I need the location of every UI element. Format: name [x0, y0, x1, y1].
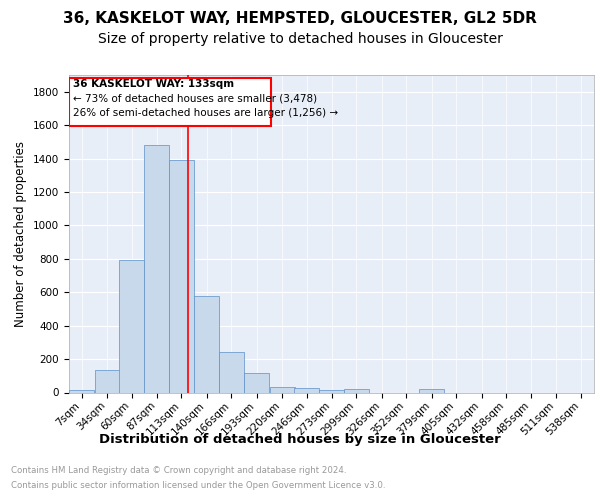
- Bar: [145, 145, 169, 392]
- Text: Contains HM Land Registry data © Crown copyright and database right 2024.: Contains HM Land Registry data © Crown c…: [11, 466, 346, 475]
- Bar: [319, 390, 344, 392]
- Bar: [69, 390, 94, 392]
- Text: ← 73% of detached houses are smaller (3,478): ← 73% of detached houses are smaller (3,…: [73, 93, 317, 103]
- Bar: [219, 352, 244, 393]
- Bar: [269, 386, 295, 392]
- Bar: [294, 388, 319, 392]
- Bar: [169, 160, 194, 392]
- Text: Contains public sector information licensed under the Open Government Licence v3: Contains public sector information licen…: [11, 481, 385, 490]
- Text: Size of property relative to detached houses in Gloucester: Size of property relative to detached ho…: [98, 32, 502, 46]
- FancyBboxPatch shape: [69, 78, 271, 126]
- Bar: [119, 260, 144, 392]
- Text: 26% of semi-detached houses are larger (1,256) →: 26% of semi-detached houses are larger (…: [73, 108, 338, 118]
- Text: 36, KASKELOT WAY, HEMPSTED, GLOUCESTER, GL2 5DR: 36, KASKELOT WAY, HEMPSTED, GLOUCESTER, …: [63, 11, 537, 26]
- Text: Distribution of detached houses by size in Gloucester: Distribution of detached houses by size …: [99, 432, 501, 446]
- Bar: [419, 390, 444, 392]
- Bar: [194, 296, 220, 392]
- Y-axis label: Number of detached properties: Number of detached properties: [14, 141, 28, 327]
- Text: 36 KASKELOT WAY: 133sqm: 36 KASKELOT WAY: 133sqm: [73, 79, 234, 89]
- Bar: [244, 374, 269, 392]
- Bar: [344, 390, 369, 392]
- Bar: [95, 370, 119, 392]
